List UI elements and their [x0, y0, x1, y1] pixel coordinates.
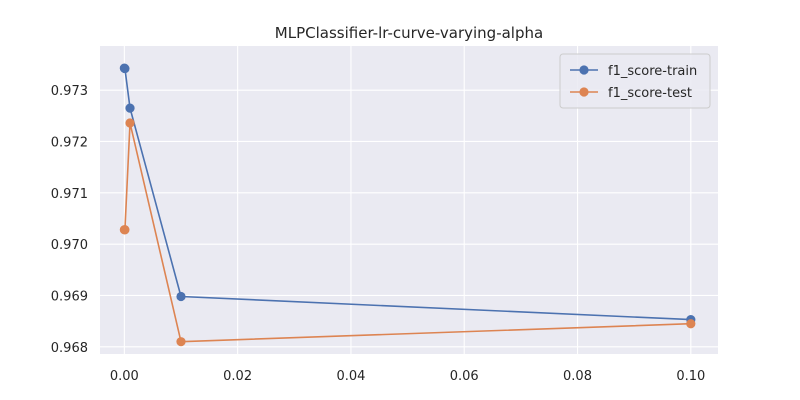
y-axis: 0.968 0.969 0.970 0.971 0.972 0.973	[51, 84, 88, 356]
chart-title: MLPClassifier-lr-curve-varying-alpha	[275, 24, 543, 42]
x-tick-label: 0.06	[450, 369, 479, 384]
data-point	[125, 103, 135, 113]
x-tick-label: 0.04	[336, 369, 365, 384]
legend-marker	[579, 87, 589, 97]
legend-label: f1_score-test	[608, 86, 692, 101]
y-tick-label: 0.970	[51, 238, 88, 253]
y-tick-label: 0.971	[51, 187, 88, 202]
y-tick-label: 0.973	[51, 84, 88, 99]
x-tick-label: 0.10	[676, 369, 705, 384]
series-layer	[119, 63, 696, 347]
x-tick-label: 0.08	[563, 369, 592, 384]
legend-marker	[579, 65, 589, 75]
legend-box	[559, 53, 711, 109]
x-tick-label: 0.00	[110, 369, 139, 384]
legend-item: f1_score-train	[570, 64, 697, 79]
y-tick-label: 0.969	[51, 289, 88, 304]
data-point	[125, 118, 135, 128]
y-tick-label: 0.972	[51, 135, 88, 150]
data-point	[686, 319, 696, 329]
legend-label: f1_score-train	[608, 64, 697, 79]
y-tick-label: 0.968	[51, 341, 88, 356]
x-tick-label: 0.02	[223, 369, 252, 384]
legend-item: f1_score-test	[570, 86, 692, 101]
data-point	[176, 337, 186, 347]
series-f1_score-test	[119, 118, 696, 347]
data-point	[176, 291, 186, 302]
legend: f1_score-train f1_score-test	[559, 53, 711, 109]
data-point	[120, 225, 130, 235]
x-axis: 0.00 0.02 0.04 0.06 0.08 0.10	[110, 369, 705, 384]
grid-lines	[100, 46, 718, 354]
data-point	[120, 63, 130, 74]
